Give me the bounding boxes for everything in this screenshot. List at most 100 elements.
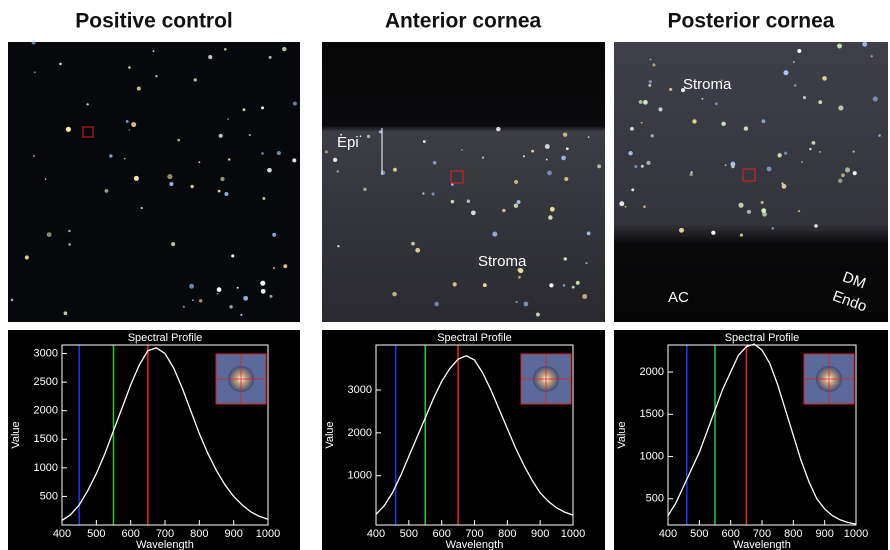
chart-title: Spectral Profile [128, 332, 203, 344]
cell-spot [730, 162, 735, 167]
y-tick-label: 2000 [348, 427, 372, 439]
cell-spot [237, 287, 239, 289]
cell-spot [482, 156, 484, 158]
cell-spot [547, 171, 552, 176]
cell-spot [812, 141, 816, 145]
cell-spot [862, 42, 867, 47]
cell-spot [11, 298, 14, 301]
cell-spot [690, 171, 692, 173]
cell-spot [531, 150, 534, 153]
cell-spot [124, 158, 126, 160]
cell-spot [128, 66, 130, 68]
cell-spot [167, 174, 172, 179]
cell-spot [66, 127, 71, 132]
cell-spot [262, 197, 265, 200]
cell-spot [192, 299, 194, 301]
cell-spot [783, 70, 788, 75]
cell-spot [433, 161, 437, 165]
cell-spot [819, 151, 821, 153]
cell-spot [381, 170, 385, 174]
cell-spot [64, 311, 68, 315]
x-axis-label: Wavelength [136, 539, 194, 550]
y-tick-label: 3000 [34, 347, 58, 359]
cell-spot [283, 264, 287, 268]
cell-spot [333, 158, 337, 162]
cell-spot [545, 144, 550, 149]
cell-spot [134, 176, 139, 181]
cell-spot [563, 133, 567, 137]
cell-spot [267, 168, 272, 173]
micrograph [8, 42, 300, 322]
cell-spot [183, 306, 185, 308]
cell-spot [564, 257, 567, 260]
cell-spot [34, 71, 36, 73]
cell-spot [471, 210, 476, 215]
y-tick-label: 3000 [348, 384, 372, 396]
cell-spot [546, 159, 548, 161]
y-tick-label: 500 [40, 490, 58, 502]
x-tick-label: 400 [367, 528, 385, 540]
cell-spot [841, 173, 845, 177]
cell-spot [777, 153, 781, 157]
cell-spot [105, 189, 109, 193]
cell-spot [453, 282, 457, 286]
y-tick-label: 1000 [348, 470, 372, 482]
cell-spot [597, 164, 601, 168]
cell-spot [190, 185, 193, 188]
cell-spot [639, 100, 643, 104]
cell-spot [514, 180, 518, 184]
cell-spot [293, 102, 297, 106]
cell-spot [801, 161, 803, 163]
cell-spot [563, 284, 565, 286]
x-tick-label: 700 [753, 528, 771, 540]
cell-spot [643, 205, 646, 208]
cell-spot [432, 193, 435, 196]
cell-spot [261, 106, 264, 109]
cell-spot [261, 289, 266, 294]
cell-spot [514, 203, 518, 207]
cell-spot [137, 87, 141, 91]
cell-spot [242, 108, 245, 111]
cell-spot [588, 136, 590, 138]
y-axis-label: Value [10, 421, 22, 448]
figure: Positive control Anterior cornea Posteri… [0, 0, 890, 550]
x-tick-label: 500 [690, 528, 708, 540]
cell-spot [515, 301, 517, 303]
y-tick-label: 500 [646, 493, 664, 505]
cell-spot [25, 255, 29, 259]
cell-spot [564, 177, 568, 181]
cell-spot [467, 200, 470, 203]
cell-spot [652, 63, 655, 66]
cell-spot [715, 102, 718, 105]
image-label: Epi [337, 134, 359, 151]
cell-spot [822, 76, 827, 81]
cell-spot [669, 88, 672, 91]
x-tick-label: 800 [784, 528, 802, 540]
x-tick-label: 600 [121, 528, 139, 540]
cell-spot [131, 122, 136, 127]
x-tick-label: 500 [400, 528, 418, 540]
cell-spot [761, 201, 764, 204]
cell-spot [68, 230, 70, 232]
cell-spot [240, 314, 242, 316]
cell-spot [814, 224, 818, 228]
y-tick-label: 1000 [640, 450, 664, 462]
y-tick-label: 2500 [34, 376, 58, 388]
cell-spot [761, 208, 766, 213]
cell-spot [231, 254, 234, 257]
panel-title: Positive control [75, 10, 233, 33]
cell-spot [337, 170, 339, 172]
cell-spot [649, 80, 652, 83]
cell-spot [518, 276, 521, 279]
cell-spot [725, 164, 727, 166]
cell-spot [871, 55, 873, 57]
panel-title: Anterior cornea [385, 10, 542, 33]
cell-spot [517, 200, 521, 204]
cell-spot [422, 192, 424, 194]
cell-spot [566, 147, 569, 150]
cell-spot [260, 281, 265, 286]
chart-title: Spectral Profile [437, 332, 512, 344]
cell-spot [582, 294, 587, 299]
y-tick-label: 2000 [34, 405, 58, 417]
cell-spot [794, 84, 797, 87]
